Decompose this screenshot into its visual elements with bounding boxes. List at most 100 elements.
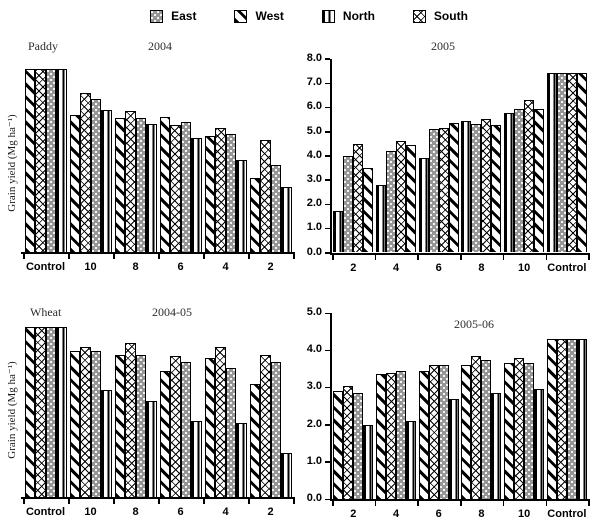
x-axis-tick xyxy=(293,254,295,259)
bar-west-4 xyxy=(204,136,215,252)
bar-west-2 xyxy=(249,178,260,252)
bar-south-control xyxy=(566,73,577,253)
y-axis-tick xyxy=(325,203,330,206)
bar-west-2 xyxy=(363,167,374,253)
y-tick-label: 2.0 xyxy=(306,197,322,210)
x-tick-label: 4 xyxy=(222,506,229,518)
bar-south-6 xyxy=(428,365,439,499)
bar-east-2 xyxy=(343,155,354,253)
x-axis-tick xyxy=(502,501,505,506)
chart-panel-2005-06: 2005-06 2 4 6 8 10 Control 0.0 1.0 2.0 3.0 4.0 5.0 xyxy=(300,300,600,530)
bar-west-8 xyxy=(491,125,502,253)
x-axis-tick xyxy=(203,254,205,259)
legend-label: West xyxy=(255,9,284,23)
bar-west-control xyxy=(24,326,35,497)
bar-west-8 xyxy=(114,118,125,252)
bar-south-control xyxy=(35,326,46,497)
y-tick-label: 0.0 xyxy=(306,245,322,258)
bar-south-10 xyxy=(524,100,535,253)
x-axis-tick xyxy=(374,254,377,260)
y-axis-tick xyxy=(325,58,330,60)
bar-south-10 xyxy=(80,347,91,497)
plot-area: Control 10 8 6 4 2 xyxy=(0,30,300,280)
bar-west-control xyxy=(24,68,35,252)
y-axis-tick xyxy=(325,498,330,500)
x-axis-tick xyxy=(23,499,25,504)
bar-north-8 xyxy=(461,120,472,253)
plot-area: Control 10 8 6 4 2 xyxy=(0,300,300,530)
bar-north-4 xyxy=(236,160,247,252)
y-axis-tick xyxy=(325,227,330,230)
bar-south-6 xyxy=(170,356,181,497)
bar-north-2 xyxy=(333,211,344,253)
x-axis-tick xyxy=(158,254,160,259)
bar-east-4 xyxy=(225,367,236,497)
chart-panel-paddy-2004: Paddy 2004 Grain yield (Mg ha⁻¹) Control… xyxy=(0,30,300,280)
bar-east-control xyxy=(556,73,567,253)
bar-north-6 xyxy=(418,158,429,253)
bar-north-10 xyxy=(534,389,545,499)
chart-title: 2005-06 xyxy=(454,317,494,331)
legend-item-north: North xyxy=(321,9,375,23)
bar-west-8 xyxy=(461,365,472,499)
x-tick-label: 2 xyxy=(267,261,274,273)
x-axis-tick xyxy=(113,254,115,259)
bar-east-8 xyxy=(481,359,492,499)
bar-north-control xyxy=(56,326,67,497)
x-axis-line xyxy=(21,252,295,254)
west-pattern-swatch-icon xyxy=(234,9,248,23)
bar-west-10 xyxy=(69,350,80,497)
bar-east-4 xyxy=(396,370,407,499)
bar-south-8 xyxy=(471,355,482,499)
x-tick-label: Control xyxy=(547,261,587,274)
bar-east-10 xyxy=(90,350,101,497)
x-tick-label: 4 xyxy=(392,508,400,520)
chart-title: 2005 xyxy=(431,39,455,53)
bar-south-8 xyxy=(125,343,136,497)
chart-panel-wheat-2004-05: Wheat 2004-05 Grain yield (Mg ha⁻¹) Cont… xyxy=(0,300,300,530)
y-axis-tick xyxy=(325,312,330,314)
x-axis-line xyxy=(330,499,591,501)
y-tick-label: 7.0 xyxy=(306,76,322,89)
x-tick-label: 6 xyxy=(177,261,184,273)
y-axis-tick xyxy=(325,252,330,254)
x-tick-label: 8 xyxy=(132,261,139,273)
bar-west-10 xyxy=(534,108,545,253)
bar-north-8 xyxy=(146,400,157,497)
x-tick-label: 6 xyxy=(435,261,442,274)
x-tick-label: 8 xyxy=(478,261,485,274)
bar-south-2 xyxy=(353,143,364,253)
bar-north-10 xyxy=(504,113,515,253)
bar-north-6 xyxy=(191,421,202,497)
x-axis-tick xyxy=(248,499,250,504)
y-tick-label: 5.0 xyxy=(306,306,322,318)
bar-north-8 xyxy=(146,124,157,252)
bar-north-6 xyxy=(448,398,459,499)
bar-north-2 xyxy=(363,424,374,499)
x-tick-label: 10 xyxy=(84,506,97,518)
y-tick-label: 6.0 xyxy=(306,100,322,113)
bar-west-6 xyxy=(159,371,170,497)
bar-west-6 xyxy=(418,370,429,499)
y-axis-tick xyxy=(325,424,330,426)
bar-west-8 xyxy=(114,354,125,497)
bar-east-6 xyxy=(428,129,439,253)
plot-area: 2 4 6 8 10 Control 0.0 1.0 2.0 3.0 4.0 5.0 xyxy=(300,300,600,530)
x-axis-tick xyxy=(588,254,590,260)
bar-east-2 xyxy=(270,165,281,252)
x-axis-tick xyxy=(374,501,377,506)
x-tick-label: 2 xyxy=(267,506,274,518)
chart-title: 2004-05 xyxy=(152,305,192,319)
bar-west-10 xyxy=(69,114,80,252)
bar-west-4 xyxy=(204,358,215,497)
north-pattern-swatch-icon xyxy=(321,9,335,23)
bar-south-10 xyxy=(514,357,525,499)
bar-west-6 xyxy=(159,117,170,252)
x-axis-line xyxy=(21,497,295,499)
bar-north-control xyxy=(546,73,557,253)
x-axis-tick xyxy=(332,254,334,260)
x-axis-tick xyxy=(113,499,115,504)
x-tick-label: 4 xyxy=(222,261,229,273)
bar-east-10 xyxy=(514,108,525,253)
y-axis-tick xyxy=(325,106,330,109)
